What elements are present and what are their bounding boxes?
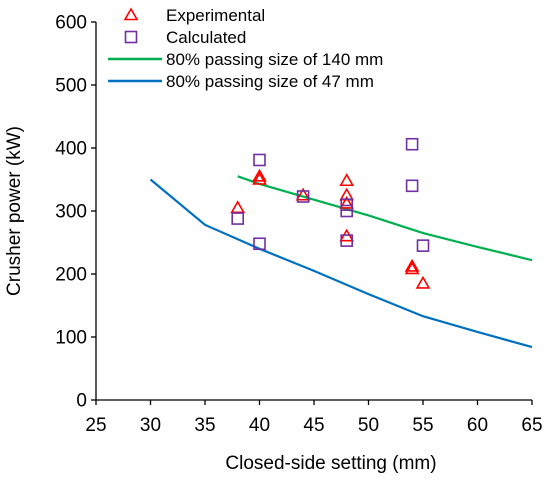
experimental-point <box>415 275 431 289</box>
y-tick-label: 600 <box>55 13 87 34</box>
y-tick-label: 300 <box>55 202 87 223</box>
calculated-point <box>340 204 354 218</box>
experimental-point <box>404 258 420 272</box>
experimental-point <box>404 261 420 275</box>
calculated-point <box>296 190 310 203</box>
series-line-2 <box>149 178 533 349</box>
y-tick-label: 0 <box>76 391 87 412</box>
legend-label: Calculated <box>166 28 246 47</box>
y-tick-label: 200 <box>55 265 87 286</box>
experimental-point <box>230 200 246 214</box>
experimental-point <box>339 173 355 187</box>
experimental-point <box>252 168 267 182</box>
y-tick-label: 100 <box>55 328 87 349</box>
x-tick-label: 25 <box>85 415 106 436</box>
x-tick-label: 65 <box>521 415 542 436</box>
legend-marker-experimental <box>123 7 139 21</box>
y-axis-title: Crusher power (kW) <box>4 126 25 296</box>
x-tick-label: 40 <box>249 415 270 436</box>
experimental-point <box>339 195 355 209</box>
calculated-point <box>340 198 354 211</box>
calculated-point <box>231 212 244 225</box>
y-tick-label: 500 <box>55 76 87 97</box>
x-tick-label: 50 <box>358 415 379 436</box>
legend-label: Experimental <box>166 6 265 25</box>
calculated-point <box>405 179 419 193</box>
calculated-point <box>253 153 266 167</box>
x-tick-label: 30 <box>140 415 161 436</box>
x-tick-label: 55 <box>412 415 433 436</box>
calculated-point <box>416 239 430 252</box>
x-tick-label: 35 <box>194 415 215 436</box>
legend-marker-calculated <box>124 30 138 44</box>
calculated-point <box>405 137 419 151</box>
series-line-1 <box>237 175 533 262</box>
x-axis-title: Closed-side setting (mm) <box>225 453 436 474</box>
x-tick-label: 45 <box>303 415 324 436</box>
axes: 0 100 200 300 400 500 600 25 30 35 40 45 50 55 60 65 <box>55 13 542 437</box>
x-tick-label: 60 <box>467 415 488 436</box>
legend: Experimental Calculated 80% passing size o… <box>108 6 383 91</box>
experimental-point <box>252 171 267 185</box>
legend-label: 80% passing size of 47 mm <box>166 72 374 91</box>
calculated-point <box>253 237 266 251</box>
experimental-point <box>295 187 311 201</box>
legend-label: 80% passing size of 140 mm <box>166 50 383 69</box>
y-tick-label: 400 <box>55 139 87 160</box>
calculated-point <box>340 234 354 247</box>
series-layer <box>149 137 533 349</box>
